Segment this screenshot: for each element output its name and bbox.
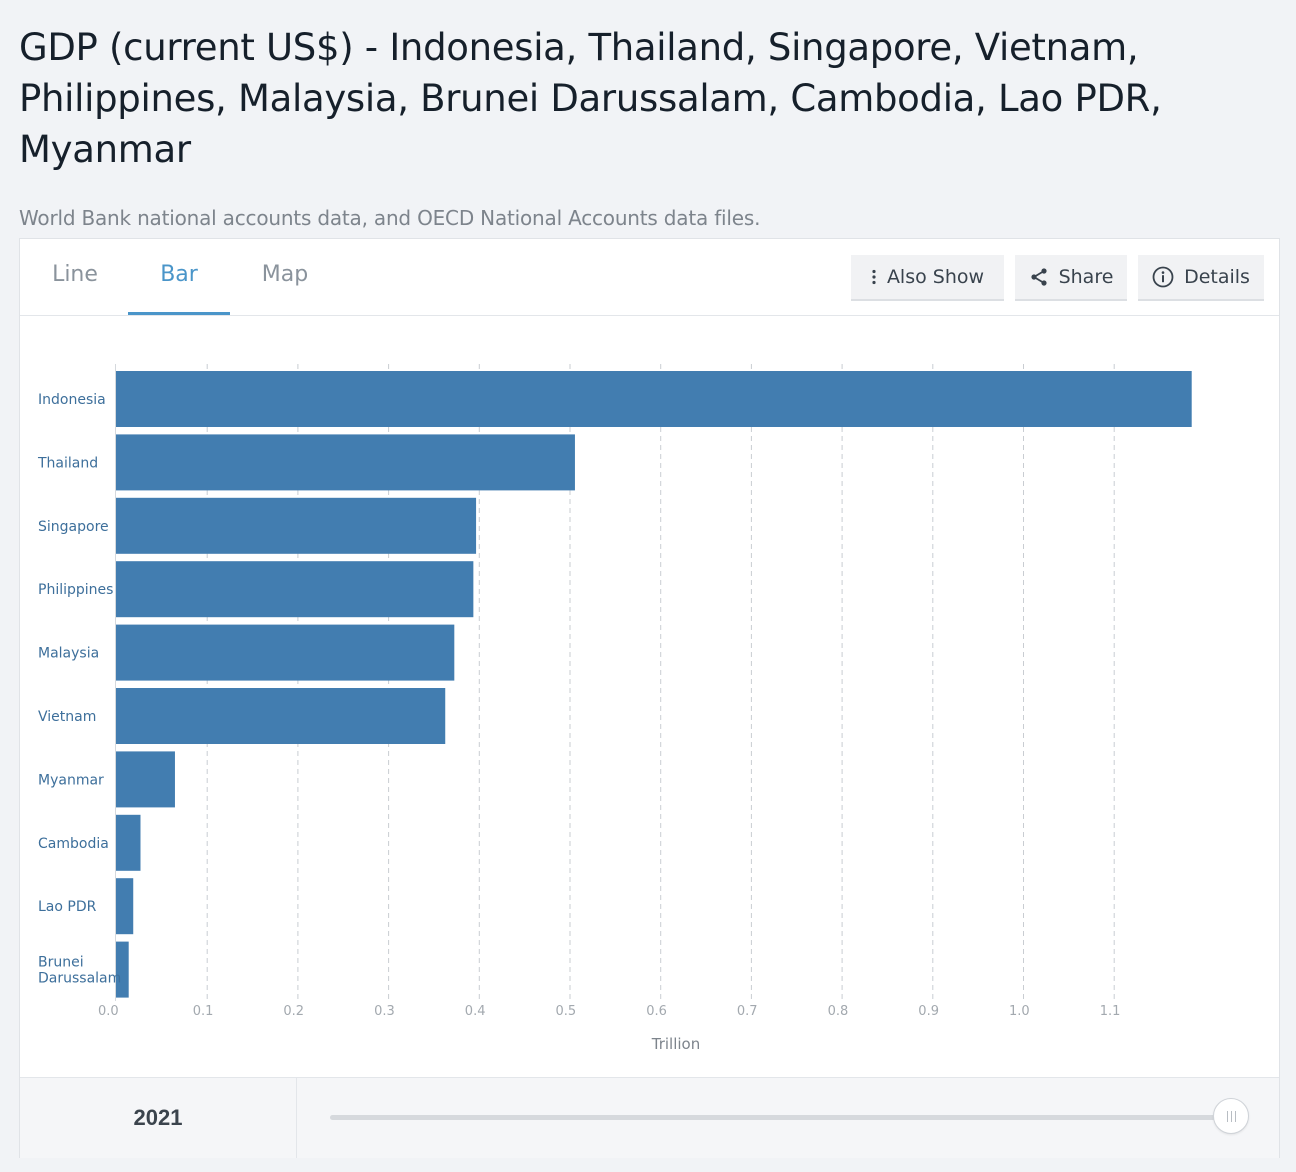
bar-philippines bbox=[116, 561, 474, 618]
x-tick-label: 0.2 bbox=[283, 1004, 304, 1019]
x-tick-label: 0.4 bbox=[465, 1004, 486, 1019]
tab-bar[interactable]: Bar bbox=[128, 239, 230, 315]
category-label: Singapore bbox=[38, 519, 109, 535]
x-tick-label: 0.8 bbox=[828, 1004, 849, 1019]
x-tick-label: 0.3 bbox=[374, 1004, 395, 1019]
share-icon bbox=[1030, 268, 1047, 286]
year-label: 2021 bbox=[20, 1078, 297, 1158]
category-label: Darussalam bbox=[38, 971, 121, 987]
x-tick-label: 0.9 bbox=[918, 1004, 939, 1019]
bar-chart: 0.0 0.1 0.2 0.3 0.4 0.5 0.6 0.7 0.8 0.9 1.0 1.1 Indo… bbox=[37, 364, 1192, 1053]
category-label: Indonesia bbox=[38, 392, 106, 408]
bar-vietnam bbox=[116, 688, 446, 744]
year-slider-track[interactable] bbox=[330, 1115, 1230, 1120]
page-title: GDP (current US$) - Indonesia, Thailand,… bbox=[19, 26, 1162, 171]
bar-singapore bbox=[116, 497, 477, 554]
category-label: Lao PDR bbox=[38, 899, 97, 915]
tab-map[interactable]: Map bbox=[261, 262, 309, 287]
details-label: Details bbox=[1184, 266, 1250, 288]
x-tick-label: 0.0 bbox=[98, 1004, 119, 1019]
year-footer: 2021 bbox=[20, 1077, 1279, 1158]
view-tabs: Line Bar Map Also Show Share bbox=[20, 239, 1279, 316]
x-tick-label: 0.6 bbox=[646, 1004, 667, 1019]
x-tick-label: 1.1 bbox=[1100, 1004, 1121, 1019]
year-slider-handle[interactable] bbox=[1213, 1098, 1249, 1134]
bar-malaysia bbox=[116, 624, 455, 681]
bar-lao-pdr bbox=[116, 878, 134, 935]
x-tick-label: 1.0 bbox=[1009, 1004, 1030, 1019]
share-button[interactable]: Share bbox=[1015, 255, 1127, 301]
bar-brunei-darussalam bbox=[116, 941, 129, 998]
x-tick-label: 0.5 bbox=[556, 1004, 577, 1019]
also-show-label: Also Show bbox=[886, 266, 985, 288]
category-label: Brunei bbox=[38, 955, 84, 971]
share-label: Share bbox=[1058, 266, 1114, 288]
chart-card: Line Bar Map Also Show Share bbox=[19, 238, 1280, 1158]
tab-line[interactable]: Line bbox=[52, 262, 98, 287]
source-note: World Bank national accounts data, and O… bbox=[19, 206, 761, 230]
category-label: Philippines bbox=[38, 582, 113, 598]
category-label: Vietnam bbox=[38, 709, 96, 725]
bar-thailand bbox=[116, 434, 575, 491]
category-label: Malaysia bbox=[38, 646, 99, 662]
x-tick-label: 0.1 bbox=[193, 1004, 214, 1019]
x-axis-title: Trillion bbox=[651, 1035, 700, 1053]
details-button[interactable]: Details bbox=[1138, 255, 1264, 301]
category-label: Thailand bbox=[37, 455, 98, 471]
bar-cambodia bbox=[116, 814, 141, 871]
category-label: Cambodia bbox=[38, 836, 109, 852]
also-show-button[interactable]: Also Show bbox=[851, 255, 1004, 301]
more-vertical-icon bbox=[872, 269, 876, 285]
bar-indonesia bbox=[116, 371, 1192, 427]
x-tick-label: 0.7 bbox=[737, 1004, 758, 1019]
bar-myanmar bbox=[116, 751, 175, 808]
category-label: Myanmar bbox=[38, 772, 104, 788]
info-icon bbox=[1152, 266, 1174, 288]
